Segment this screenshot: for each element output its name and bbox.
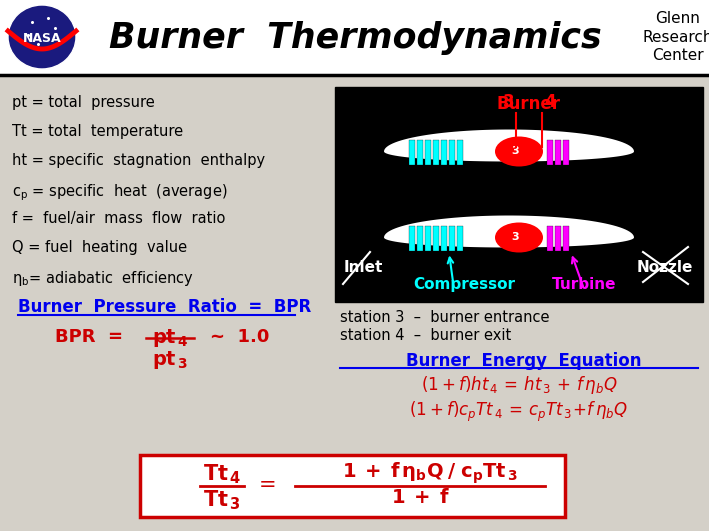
Text: ht = specific  stagnation  enthalpy: ht = specific stagnation enthalpy bbox=[12, 153, 265, 168]
Bar bbox=[555, 226, 561, 251]
Bar bbox=[417, 226, 423, 251]
Text: $(1+f)c_p Tt_{\,4}\, =\, c_p Tt_{\,3}\!+\! f\,\eta_b Q$: $(1+f)c_p Tt_{\,4}\, =\, c_p Tt_{\,3}\!+… bbox=[410, 400, 628, 424]
Polygon shape bbox=[384, 130, 634, 161]
Text: f =  fuel/air  mass  flow  ratio: f = fuel/air mass flow ratio bbox=[12, 211, 225, 226]
Bar bbox=[335, 87, 703, 302]
Text: Burner  Pressure  Ratio  =  BPR: Burner Pressure Ratio = BPR bbox=[18, 298, 311, 316]
Bar bbox=[140, 455, 565, 517]
Text: $\mathbf{1\;+\;f\,\eta_b Q\;/\;c_p Tt_{\,3}}$: $\mathbf{1\;+\;f\,\eta_b Q\;/\;c_p Tt_{\… bbox=[342, 460, 518, 485]
Text: ~  1.0: ~ 1.0 bbox=[210, 328, 269, 346]
Text: Tt = total  temperature: Tt = total temperature bbox=[12, 124, 183, 139]
Text: station 3  –  burner entrance: station 3 – burner entrance bbox=[340, 310, 549, 325]
Text: NASA: NASA bbox=[23, 32, 61, 46]
Bar bbox=[457, 226, 463, 251]
Bar bbox=[555, 140, 561, 165]
Text: $(1+f)ht_{\,4}\, =\, ht_{\,3}\, +\, f\,\eta_b Q$: $(1+f)ht_{\,4}\, =\, ht_{\,3}\, +\, f\,\… bbox=[420, 374, 618, 396]
Text: 3: 3 bbox=[511, 233, 519, 243]
Text: $=$: $=$ bbox=[254, 473, 275, 493]
Text: Glenn
Research
Center: Glenn Research Center bbox=[643, 11, 709, 63]
Bar bbox=[441, 226, 447, 251]
Polygon shape bbox=[384, 216, 634, 247]
Text: Burner: Burner bbox=[497, 95, 561, 113]
Bar bbox=[563, 140, 569, 165]
Ellipse shape bbox=[8, 5, 76, 69]
Text: Nozzle: Nozzle bbox=[637, 260, 693, 275]
Bar bbox=[441, 140, 447, 165]
Ellipse shape bbox=[495, 136, 543, 167]
Text: Burner  Energy  Equation: Burner Energy Equation bbox=[406, 352, 642, 370]
Text: $\mathbf{Tt_{\,3}}$: $\mathbf{Tt_{\,3}}$ bbox=[203, 488, 241, 511]
Bar bbox=[409, 140, 415, 165]
Text: 4: 4 bbox=[544, 93, 556, 111]
Bar bbox=[417, 140, 423, 165]
Text: Turbine: Turbine bbox=[552, 277, 616, 292]
Bar bbox=[0, 0, 709, 75]
Bar bbox=[409, 226, 415, 251]
Bar bbox=[563, 226, 569, 251]
Bar bbox=[547, 226, 553, 251]
Text: pt = total  pressure: pt = total pressure bbox=[12, 95, 155, 110]
Text: station 4  –  burner exit: station 4 – burner exit bbox=[340, 328, 511, 343]
Bar bbox=[449, 226, 455, 251]
Bar bbox=[425, 226, 431, 251]
Text: $\mathbf{pt_{\,3}}$: $\mathbf{pt_{\,3}}$ bbox=[152, 349, 188, 371]
Bar bbox=[433, 140, 439, 165]
Text: 3: 3 bbox=[503, 93, 514, 111]
Text: Compressor: Compressor bbox=[413, 277, 515, 292]
Ellipse shape bbox=[495, 222, 543, 253]
Text: $\mathbf{Tt_{\,4}}$: $\mathbf{Tt_{\,4}}$ bbox=[203, 462, 241, 486]
Text: $\mathbf{pt_{\,4}}$: $\mathbf{pt_{\,4}}$ bbox=[152, 327, 189, 349]
Bar bbox=[433, 226, 439, 251]
Text: 3: 3 bbox=[511, 147, 519, 157]
Bar bbox=[457, 140, 463, 165]
Text: Inlet: Inlet bbox=[343, 260, 383, 275]
Text: Burner  Thermodynamics: Burner Thermodynamics bbox=[108, 21, 601, 55]
Text: $\mathregular{\eta_b}$= adiabatic  efficiency: $\mathregular{\eta_b}$= adiabatic effici… bbox=[12, 269, 194, 288]
Text: BPR  =: BPR = bbox=[55, 328, 123, 346]
Text: $\mathbf{1\;+\;f}$: $\mathbf{1\;+\;f}$ bbox=[391, 488, 450, 507]
Bar bbox=[425, 140, 431, 165]
Text: Q = fuel  heating  value: Q = fuel heating value bbox=[12, 240, 187, 255]
Bar bbox=[547, 140, 553, 165]
Text: $\mathregular{c_p}$ = specific  heat  (average): $\mathregular{c_p}$ = specific heat (ave… bbox=[12, 182, 228, 203]
Bar bbox=[449, 140, 455, 165]
